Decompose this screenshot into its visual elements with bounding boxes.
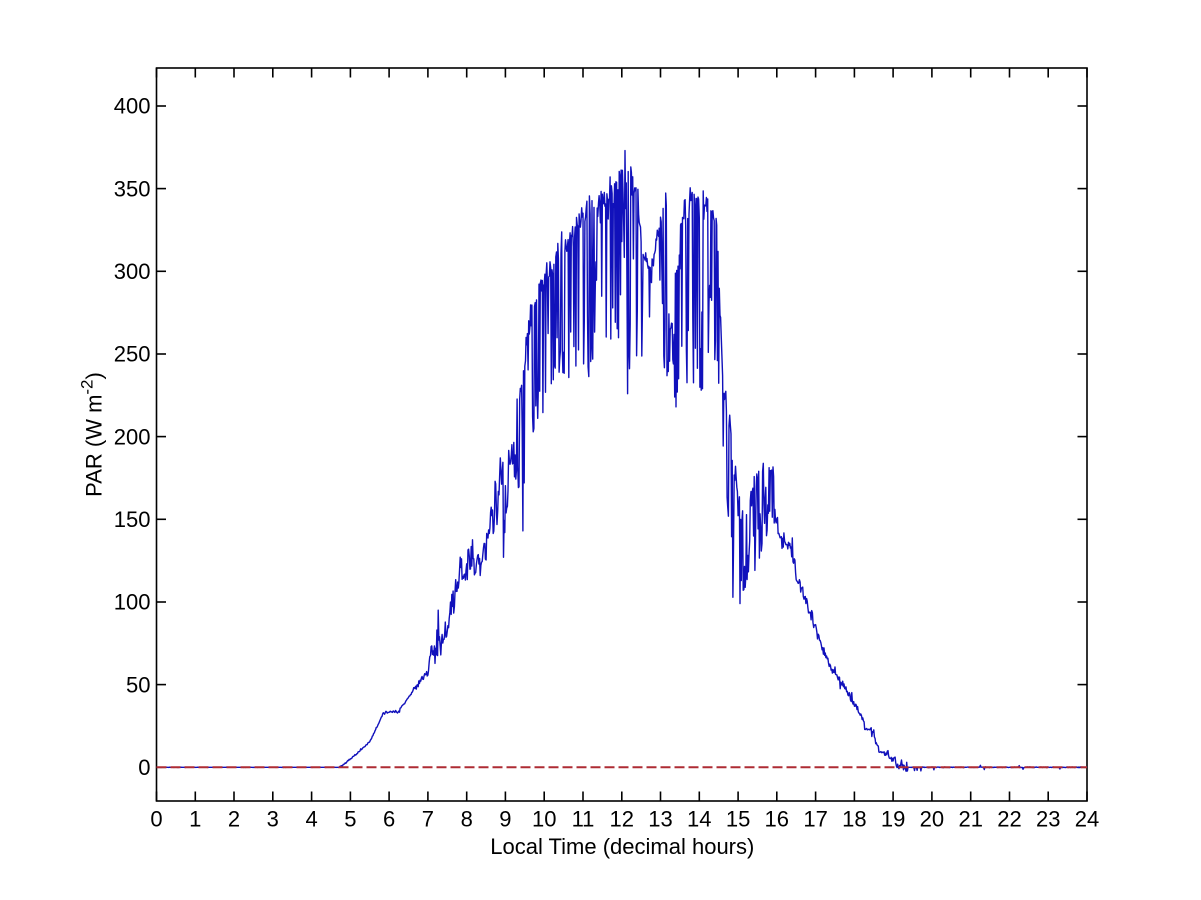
svg-text:4: 4: [305, 807, 317, 832]
svg-text:5: 5: [344, 807, 356, 832]
svg-text:16: 16: [765, 807, 789, 832]
svg-text:8: 8: [461, 807, 473, 832]
svg-text:350: 350: [114, 176, 151, 201]
svg-text:Local Time (decimal hours): Local Time (decimal hours): [490, 834, 754, 859]
svg-text:12: 12: [610, 807, 634, 832]
svg-text:23: 23: [1036, 807, 1060, 832]
svg-text:300: 300: [114, 259, 151, 284]
svg-text:19: 19: [881, 807, 905, 832]
svg-text:18: 18: [842, 807, 866, 832]
svg-text:3: 3: [267, 807, 279, 832]
svg-text:100: 100: [114, 590, 151, 615]
svg-text:22: 22: [997, 807, 1021, 832]
svg-text:13: 13: [648, 807, 672, 832]
svg-text:7: 7: [422, 807, 434, 832]
svg-text:24: 24: [1075, 807, 1099, 832]
svg-text:50: 50: [126, 672, 150, 697]
svg-text:PAR (W m-2): PAR (W m-2): [78, 372, 107, 497]
svg-text:20: 20: [920, 807, 944, 832]
svg-text:150: 150: [114, 507, 151, 532]
svg-text:0: 0: [138, 755, 150, 780]
svg-text:1: 1: [189, 807, 201, 832]
svg-text:15: 15: [726, 807, 750, 832]
svg-text:0: 0: [150, 807, 162, 832]
svg-text:9: 9: [499, 807, 511, 832]
svg-text:21: 21: [958, 807, 982, 832]
svg-text:200: 200: [114, 424, 151, 449]
svg-text:400: 400: [114, 94, 151, 119]
svg-text:10: 10: [532, 807, 556, 832]
svg-text:250: 250: [114, 342, 151, 367]
svg-text:11: 11: [572, 807, 595, 832]
svg-text:2: 2: [228, 807, 240, 832]
svg-text:14: 14: [687, 807, 711, 832]
svg-text:17: 17: [803, 807, 827, 832]
svg-text:6: 6: [383, 807, 395, 832]
